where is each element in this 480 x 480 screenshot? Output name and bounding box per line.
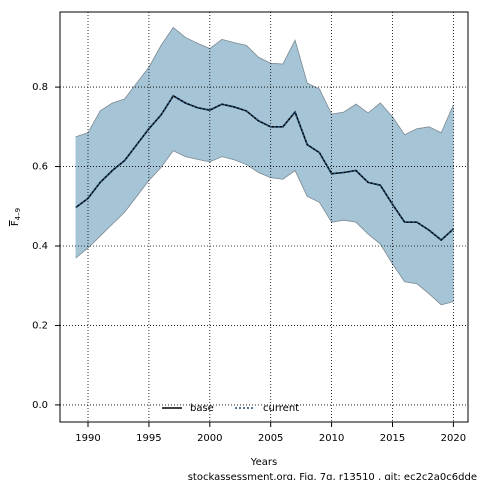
- x-tick-label: 1995: [136, 433, 161, 444]
- y-tick-label: 0.8: [32, 82, 48, 93]
- legend-label: current: [263, 403, 299, 414]
- confidence-band: [428, 126, 442, 306]
- confidence-band: [306, 82, 320, 203]
- y-tick-label: 0.0: [32, 400, 48, 411]
- x-tick-label: 2000: [197, 433, 222, 444]
- x-tick-label: 2015: [380, 433, 405, 444]
- confidence-band: [440, 104, 454, 306]
- plot-frame: [59, 11, 469, 423]
- confidence-band: [172, 26, 186, 158]
- confidence-band: [367, 102, 381, 245]
- x-tick-label: 2005: [258, 433, 283, 444]
- x-tick-label: 1990: [75, 433, 100, 444]
- y-tick-label: 0.6: [32, 162, 48, 173]
- confidence-band: [404, 128, 418, 285]
- y-tick-label: 0.4: [32, 241, 48, 252]
- confidence-band: [392, 115, 405, 283]
- legend-label: base: [190, 403, 214, 414]
- confidence-band: [221, 39, 235, 161]
- y-axis-label-main: F: [10, 220, 21, 226]
- confidence-band: [87, 109, 101, 249]
- series-line: [75, 94, 454, 242]
- confidence-band: [75, 132, 89, 259]
- confidence-band: [233, 42, 247, 165]
- confidence-band: [355, 103, 369, 235]
- confidence-band: [246, 44, 259, 174]
- confidence-band: [99, 102, 113, 237]
- y-axis-label: F4–9: [10, 208, 22, 226]
- confidence-band: [380, 102, 393, 265]
- confidence-band: [416, 126, 430, 295]
- confidence-band: [148, 44, 162, 182]
- band-edge: [75, 150, 454, 306]
- confidence-band: [270, 62, 284, 180]
- x-axis-label: Years: [250, 457, 277, 468]
- band-edge: [75, 26, 454, 138]
- y-axis-label-sub: 4–9: [14, 208, 22, 220]
- x-tick-label: 2010: [319, 433, 344, 444]
- confidence-band: [197, 42, 211, 163]
- y-tick-label: 0.2: [32, 320, 48, 331]
- confidence-band: [185, 36, 198, 160]
- confidence-band: [209, 38, 223, 163]
- x-tick-label: 2020: [441, 433, 466, 444]
- confidence-band: [343, 103, 357, 223]
- confidence-band: [331, 111, 345, 223]
- caption: stockassessment.org, Fig. 7g, r13510 , g…: [188, 472, 477, 480]
- confidence-band: [258, 56, 271, 179]
